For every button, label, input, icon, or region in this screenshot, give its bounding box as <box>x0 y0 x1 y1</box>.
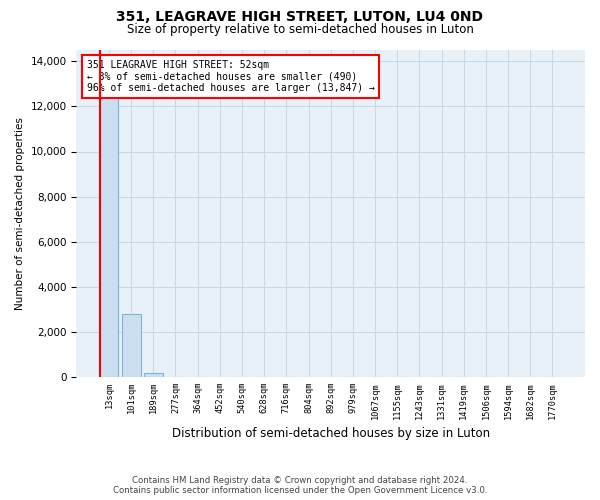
X-axis label: Distribution of semi-detached houses by size in Luton: Distribution of semi-detached houses by … <box>172 427 490 440</box>
Y-axis label: Number of semi-detached properties: Number of semi-detached properties <box>15 117 25 310</box>
Text: Contains HM Land Registry data © Crown copyright and database right 2024.
Contai: Contains HM Land Registry data © Crown c… <box>113 476 487 495</box>
Text: 351 LEAGRAVE HIGH STREET: 52sqm
← 3% of semi-detached houses are smaller (490)
9: 351 LEAGRAVE HIGH STREET: 52sqm ← 3% of … <box>86 60 374 93</box>
Text: 351, LEAGRAVE HIGH STREET, LUTON, LU4 0ND: 351, LEAGRAVE HIGH STREET, LUTON, LU4 0N… <box>116 10 484 24</box>
Bar <box>144 372 163 377</box>
Bar <box>100 68 118 377</box>
Text: Size of property relative to semi-detached houses in Luton: Size of property relative to semi-detach… <box>127 22 473 36</box>
Bar <box>122 314 140 377</box>
